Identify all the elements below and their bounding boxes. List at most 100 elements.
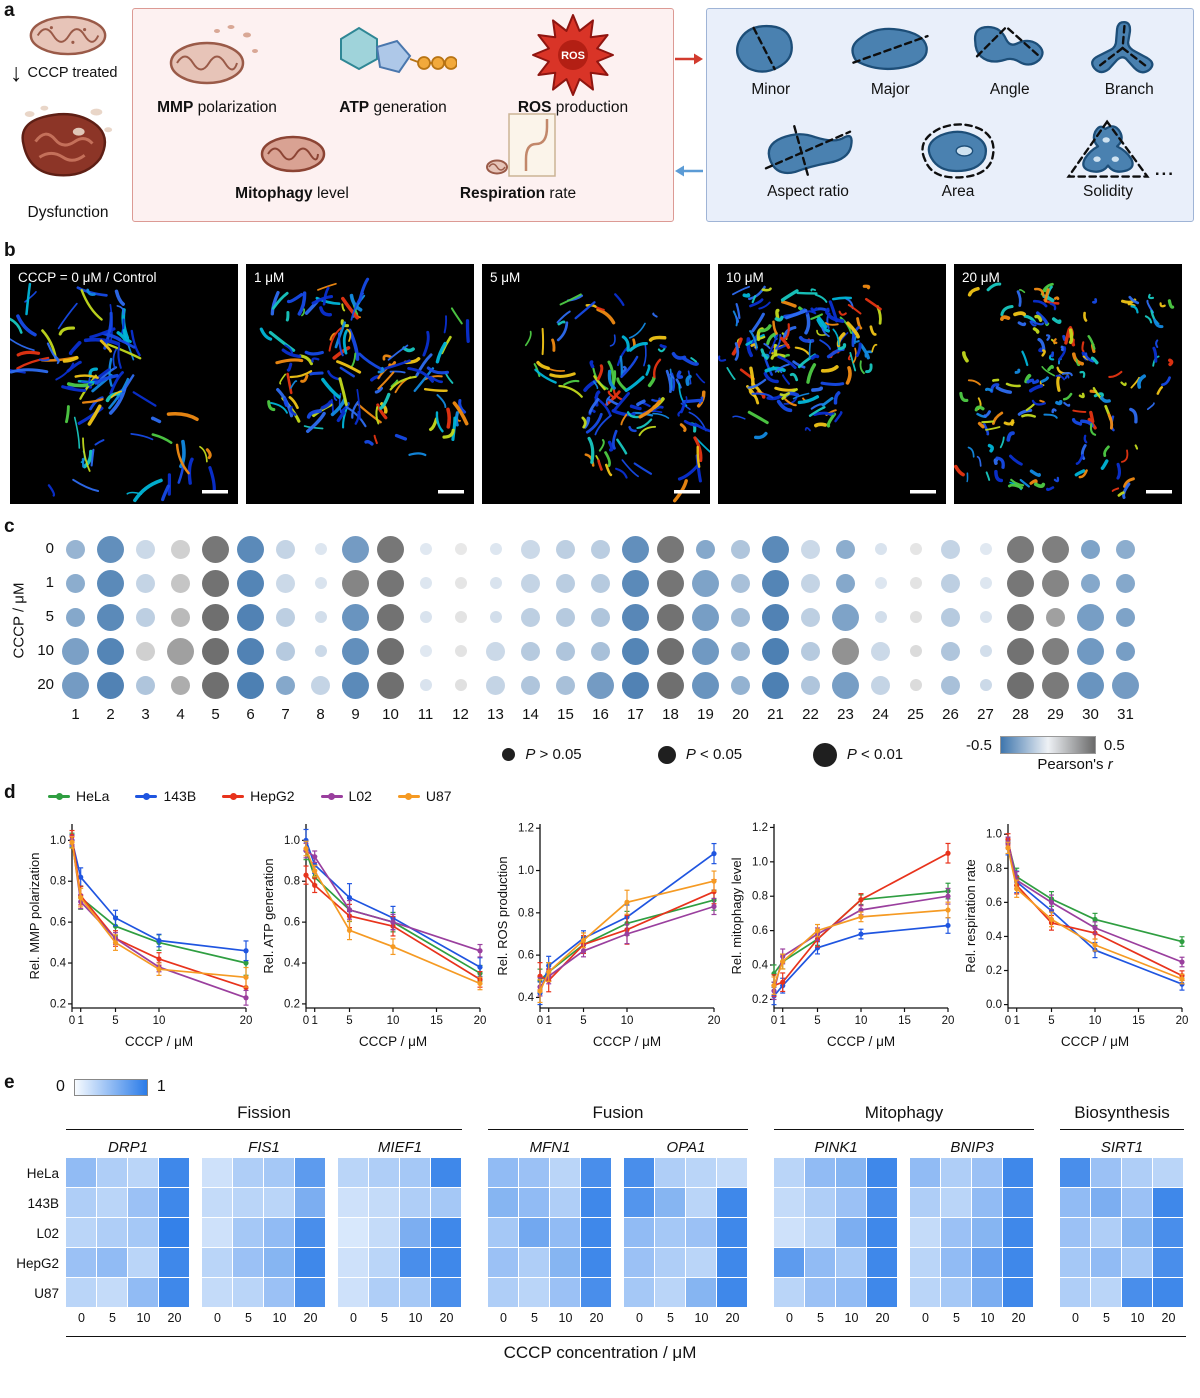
mitochondrion xyxy=(89,327,116,339)
mitochondrion xyxy=(288,396,299,410)
mitochondrion xyxy=(454,411,459,427)
heatmap-FIS1: FIS1 0 5 10 20 xyxy=(202,1137,326,1325)
correlation-cell xyxy=(233,566,268,600)
mitochondrion xyxy=(1152,346,1158,363)
heatmap-row-label: HeLa xyxy=(26,1166,59,1181)
mitochondrion xyxy=(869,325,877,336)
mitochondrion xyxy=(1168,358,1174,367)
x-axis-label: CCCP / μM xyxy=(827,1034,895,1049)
y-axis-label: Rel. mitophagy level xyxy=(729,857,744,974)
mitochondrion xyxy=(593,375,606,391)
x-tick-label: 1 xyxy=(779,1015,785,1027)
x-tick-label: 0 xyxy=(500,1311,507,1325)
correlation-dot xyxy=(909,679,922,691)
correlation-dot xyxy=(657,637,684,665)
correlation-dot xyxy=(979,645,992,657)
heatmap-cell xyxy=(1153,1188,1184,1218)
mitochondrion xyxy=(676,370,684,379)
mitochondrion xyxy=(718,355,727,362)
correlation-cell xyxy=(478,566,513,600)
correlation-cell xyxy=(128,668,163,702)
micrograph-tile: CCCP = 0 μM / Control xyxy=(10,264,238,504)
correlation-dot xyxy=(731,641,750,661)
heatmap-cell xyxy=(128,1218,159,1248)
mitochondrion xyxy=(281,348,302,359)
mitochondrion xyxy=(1029,469,1041,477)
mitochondrion xyxy=(175,443,190,475)
mitochondrion xyxy=(612,429,618,450)
x-tick-label: 10 xyxy=(844,1311,859,1325)
x-tick-label: 5 xyxy=(245,1311,252,1325)
data-point xyxy=(346,895,353,901)
mitochondrion xyxy=(751,382,763,395)
correlation-cell xyxy=(163,566,198,600)
correlation-cell xyxy=(1073,600,1108,634)
x-tick-label: 0 xyxy=(786,1311,793,1325)
correlation-dot xyxy=(762,637,789,665)
x-tick-label: 0 xyxy=(350,1311,357,1325)
heatmap-cell xyxy=(686,1218,717,1248)
mitochondrion xyxy=(1090,356,1099,365)
mitochondrion xyxy=(587,436,595,464)
correlation-cell xyxy=(828,668,863,702)
x-tick-label: 15 xyxy=(430,1015,443,1027)
mitochondrion xyxy=(967,379,981,386)
mitochondrion xyxy=(849,352,857,372)
bubble-column-label: 17 xyxy=(627,706,644,723)
mitochondrion xyxy=(1108,370,1123,378)
correlation-cell xyxy=(268,600,303,634)
heatmap-grid xyxy=(624,1158,748,1308)
correlation-dot xyxy=(692,603,719,631)
mitochondrion xyxy=(1043,413,1058,419)
data-point xyxy=(243,995,249,1001)
x-tick-label: 0 xyxy=(78,1311,85,1325)
mitochondrion xyxy=(389,370,406,374)
heatmap-cell xyxy=(1153,1218,1184,1248)
p-threshold: > 0.05 xyxy=(535,746,582,763)
correlation-dot xyxy=(801,675,820,695)
heatmap-cell xyxy=(369,1218,400,1248)
ros-label: ROS xyxy=(561,50,585,62)
data-point xyxy=(711,903,717,910)
mitochondrion xyxy=(150,416,162,424)
bubble-column-label: 31 xyxy=(1117,706,1134,723)
heatmap-cell xyxy=(128,1188,159,1218)
mitochondrion xyxy=(533,363,541,378)
mitochondrion xyxy=(819,339,831,350)
mitochondrion xyxy=(747,378,767,389)
data-point xyxy=(346,927,353,933)
bubble-column-label: 15 xyxy=(557,706,574,723)
mitochondrion xyxy=(1155,339,1159,348)
x-tick-label: 5 xyxy=(953,1311,960,1325)
correlation-dot xyxy=(136,675,155,695)
x-tick-label: 5 xyxy=(1103,1311,1110,1325)
panel-d: d HeLa 143B HepG2 L02 U87 0.2 0.4 0.6 0.8 1.0 0 1 5… xyxy=(0,782,1200,1072)
respiration-trace-icon xyxy=(486,113,556,177)
mitochondrion xyxy=(1153,318,1160,325)
mitochondrion xyxy=(735,315,740,324)
panel-label-c: c xyxy=(4,516,15,537)
gene-name: SIRT1 xyxy=(1100,1139,1144,1156)
x-tick-label: 5 xyxy=(1048,1015,1054,1027)
x-tick-label: 5 xyxy=(346,1015,352,1027)
heatmap-grid xyxy=(1060,1158,1184,1308)
correlation-cell xyxy=(303,634,338,668)
mitochondrion xyxy=(838,310,847,316)
legend-label: HeLa xyxy=(76,788,110,804)
correlation-cell xyxy=(233,532,268,566)
data-point xyxy=(156,956,162,962)
mitochondrion xyxy=(551,338,556,352)
y-tick-label: 0.4 xyxy=(518,992,535,1004)
y-tick-label: 0.8 xyxy=(50,876,66,888)
heatmap-grid xyxy=(202,1158,326,1308)
mitochondrion xyxy=(1103,445,1110,457)
heatmap-SIRT1: SIRT1 0 5 10 20 xyxy=(1060,1137,1184,1325)
p-italic: P xyxy=(685,746,696,763)
mitochondrion xyxy=(645,364,651,376)
data-point xyxy=(1005,845,1011,851)
correlation-cell xyxy=(583,566,618,600)
correlation-cell xyxy=(583,668,618,702)
mitochondrion xyxy=(983,410,991,418)
bubble-column-label: 6 xyxy=(246,706,255,723)
correlation-dot xyxy=(454,645,467,657)
